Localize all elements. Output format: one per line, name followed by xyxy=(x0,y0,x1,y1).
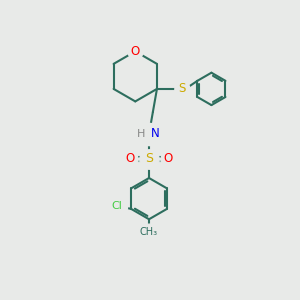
Text: N: N xyxy=(151,127,160,140)
Text: O: O xyxy=(131,45,140,58)
Text: O: O xyxy=(125,152,134,165)
Text: S: S xyxy=(178,82,186,95)
Text: CH₃: CH₃ xyxy=(140,227,158,238)
Text: H: H xyxy=(137,129,146,139)
Text: S: S xyxy=(145,152,153,165)
Text: O: O xyxy=(164,152,173,165)
Text: Cl: Cl xyxy=(111,201,122,211)
